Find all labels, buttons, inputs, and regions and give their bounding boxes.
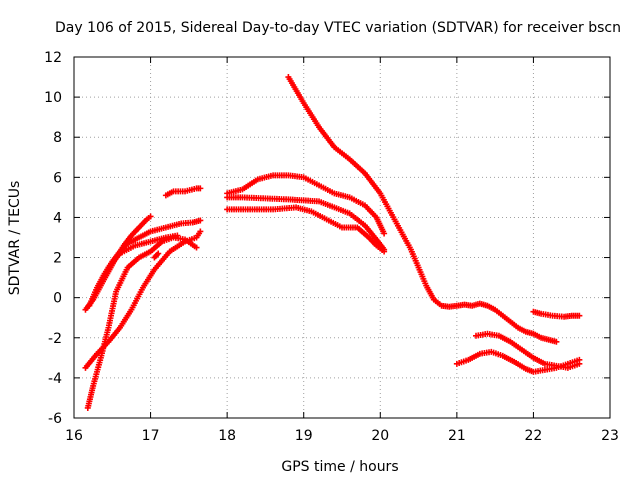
grid xyxy=(74,57,610,418)
series-track-k xyxy=(285,74,560,345)
series-track-c xyxy=(82,228,204,371)
data-point xyxy=(197,185,204,192)
data-point xyxy=(576,312,583,319)
data-point xyxy=(553,338,560,345)
series-track-g xyxy=(162,185,204,199)
y-tick-label: 8 xyxy=(53,130,62,146)
y-tick-label: 2 xyxy=(53,251,62,267)
x-tick-label: 22 xyxy=(525,428,543,444)
y-tick-label: 12 xyxy=(44,50,62,66)
series-track-j xyxy=(224,204,388,255)
plot-frame xyxy=(73,56,611,419)
series-track-m xyxy=(453,348,583,375)
data-point xyxy=(197,217,204,224)
series-track-h xyxy=(224,172,388,237)
y-tick-labels: -6 -4 -2 0 2 4 6 8 10 12 xyxy=(44,50,62,427)
y-tick-label: 6 xyxy=(53,170,62,186)
data-point xyxy=(174,232,181,239)
x-tick-label: 21 xyxy=(448,428,466,444)
x-tick-label: 23 xyxy=(601,428,619,444)
y-tick-label: 0 xyxy=(53,291,62,307)
x-tick-label: 19 xyxy=(295,428,313,444)
axis-ticks xyxy=(73,56,611,419)
data-point xyxy=(193,244,200,251)
y-tick-label: -2 xyxy=(48,331,62,347)
series-track-d xyxy=(84,234,200,411)
data-point xyxy=(197,228,204,235)
chart-title: Day 106 of 2015, Sidereal Day-to-day VTE… xyxy=(55,20,621,36)
data-point xyxy=(381,230,388,237)
data-point xyxy=(155,250,162,257)
series-track-i xyxy=(224,194,388,253)
y-tick-label: 10 xyxy=(44,90,62,106)
x-tick-label: 17 xyxy=(142,428,160,444)
data-point xyxy=(147,213,154,220)
y-tick-label: -4 xyxy=(48,371,62,387)
data-points xyxy=(82,74,583,411)
series-track-n xyxy=(530,308,583,320)
x-tick-labels: 16 17 18 19 20 21 22 23 xyxy=(65,428,619,444)
y-tick-label: -6 xyxy=(48,411,62,427)
series-track-l xyxy=(473,330,583,371)
y-tick-label: 4 xyxy=(53,210,62,226)
series-track-f xyxy=(151,250,162,261)
series-track-e xyxy=(105,232,181,271)
x-tick-label: 20 xyxy=(371,428,389,444)
y-axis-label: SDTVAR / TECUs xyxy=(7,181,23,296)
data-point xyxy=(381,248,388,255)
x-axis-label: GPS time / hours xyxy=(281,459,398,475)
x-tick-label: 18 xyxy=(218,428,236,444)
data-point xyxy=(576,356,583,363)
series-track-b xyxy=(86,217,204,309)
x-tick-label: 16 xyxy=(65,428,83,444)
